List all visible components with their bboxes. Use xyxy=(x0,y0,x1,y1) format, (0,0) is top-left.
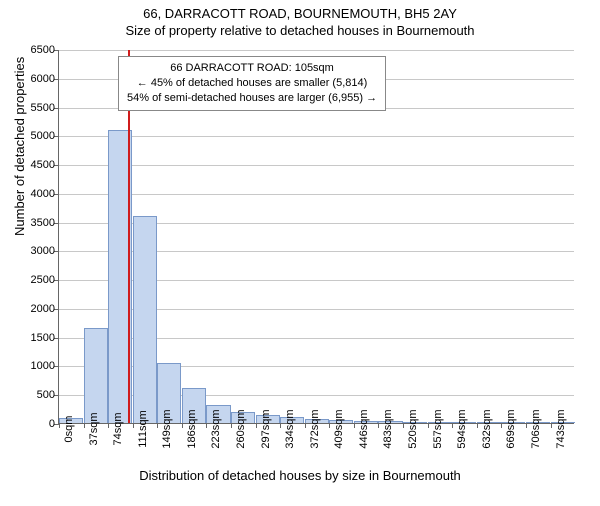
x-tick-label: 37sqm xyxy=(88,412,100,445)
x-tick xyxy=(305,423,306,428)
y-tick-label: 5000 xyxy=(31,130,55,142)
histogram-chart: 0500100015002000250030003500400045005000… xyxy=(58,50,574,424)
x-tick xyxy=(526,423,527,428)
gridline xyxy=(59,136,574,137)
x-tick-label: 706sqm xyxy=(530,409,542,448)
gridline xyxy=(59,50,574,51)
x-tick xyxy=(280,423,281,428)
x-tick xyxy=(403,423,404,428)
x-tick xyxy=(157,423,158,428)
y-tick-label: 1000 xyxy=(31,360,55,372)
x-tick-label: 186sqm xyxy=(186,409,198,448)
x-tick-label: 557sqm xyxy=(432,409,444,448)
x-tick-label: 74sqm xyxy=(112,412,124,445)
x-tick xyxy=(354,423,355,428)
x-tick-label: 334sqm xyxy=(284,409,296,448)
x-tick-label: 483sqm xyxy=(382,409,394,448)
y-tick-label: 6500 xyxy=(31,44,55,56)
x-tick-label: 297sqm xyxy=(260,409,272,448)
x-tick xyxy=(329,423,330,428)
x-tick xyxy=(231,423,232,428)
y-tick-label: 2000 xyxy=(31,303,55,315)
y-axis-title: Number of detached properties xyxy=(12,57,27,236)
x-tick-label: 409sqm xyxy=(333,409,345,448)
y-tick-label: 5500 xyxy=(31,102,55,114)
x-tick-label: 149sqm xyxy=(161,409,173,448)
info-line-2: ← 45% of detached houses are smaller (5,… xyxy=(127,76,377,91)
histogram-bar xyxy=(133,216,157,423)
y-tick-label: 3500 xyxy=(31,217,55,229)
x-tick-label: 0sqm xyxy=(63,416,75,443)
y-tick-label: 3000 xyxy=(31,245,55,257)
x-tick xyxy=(84,423,85,428)
x-tick xyxy=(108,423,109,428)
x-tick xyxy=(206,423,207,428)
x-tick-label: 632sqm xyxy=(481,409,493,448)
x-tick-label: 223sqm xyxy=(210,409,222,448)
y-tick-label: 2500 xyxy=(31,274,55,286)
y-tick-label: 4000 xyxy=(31,188,55,200)
gridline xyxy=(59,194,574,195)
y-tick-label: 0 xyxy=(49,418,55,430)
y-tick-label: 4500 xyxy=(31,159,55,171)
x-tick-label: 594sqm xyxy=(456,409,468,448)
x-tick xyxy=(501,423,502,428)
x-tick-label: 372sqm xyxy=(309,409,321,448)
x-tick xyxy=(182,423,183,428)
gridline xyxy=(59,165,574,166)
x-tick-label: 446sqm xyxy=(358,409,370,448)
page-subtitle: Size of property relative to detached ho… xyxy=(0,23,600,38)
x-tick xyxy=(428,423,429,428)
x-tick xyxy=(133,423,134,428)
y-tick-label: 1500 xyxy=(31,332,55,344)
y-tick-label: 6000 xyxy=(31,73,55,85)
x-tick xyxy=(378,423,379,428)
x-tick-label: 260sqm xyxy=(235,409,247,448)
x-tick xyxy=(452,423,453,428)
info-line-1: 66 DARRACOTT ROAD: 105sqm xyxy=(127,61,377,76)
info-line-3: 54% of semi-detached houses are larger (… xyxy=(127,91,377,106)
x-tick xyxy=(256,423,257,428)
x-tick xyxy=(477,423,478,428)
y-tick-label: 500 xyxy=(37,389,55,401)
x-axis-title: Distribution of detached houses by size … xyxy=(0,468,600,483)
reference-info-box: 66 DARRACOTT ROAD: 105sqm ← 45% of detac… xyxy=(118,56,386,111)
x-tick-label: 111sqm xyxy=(137,410,149,448)
page-title: 66, DARRACOTT ROAD, BOURNEMOUTH, BH5 2AY xyxy=(0,6,600,21)
x-tick-label: 743sqm xyxy=(555,409,567,448)
x-tick xyxy=(551,423,552,428)
x-tick-label: 669sqm xyxy=(505,409,517,448)
histogram-bar xyxy=(84,328,108,423)
x-tick-label: 520sqm xyxy=(407,409,419,448)
x-tick xyxy=(59,423,60,428)
